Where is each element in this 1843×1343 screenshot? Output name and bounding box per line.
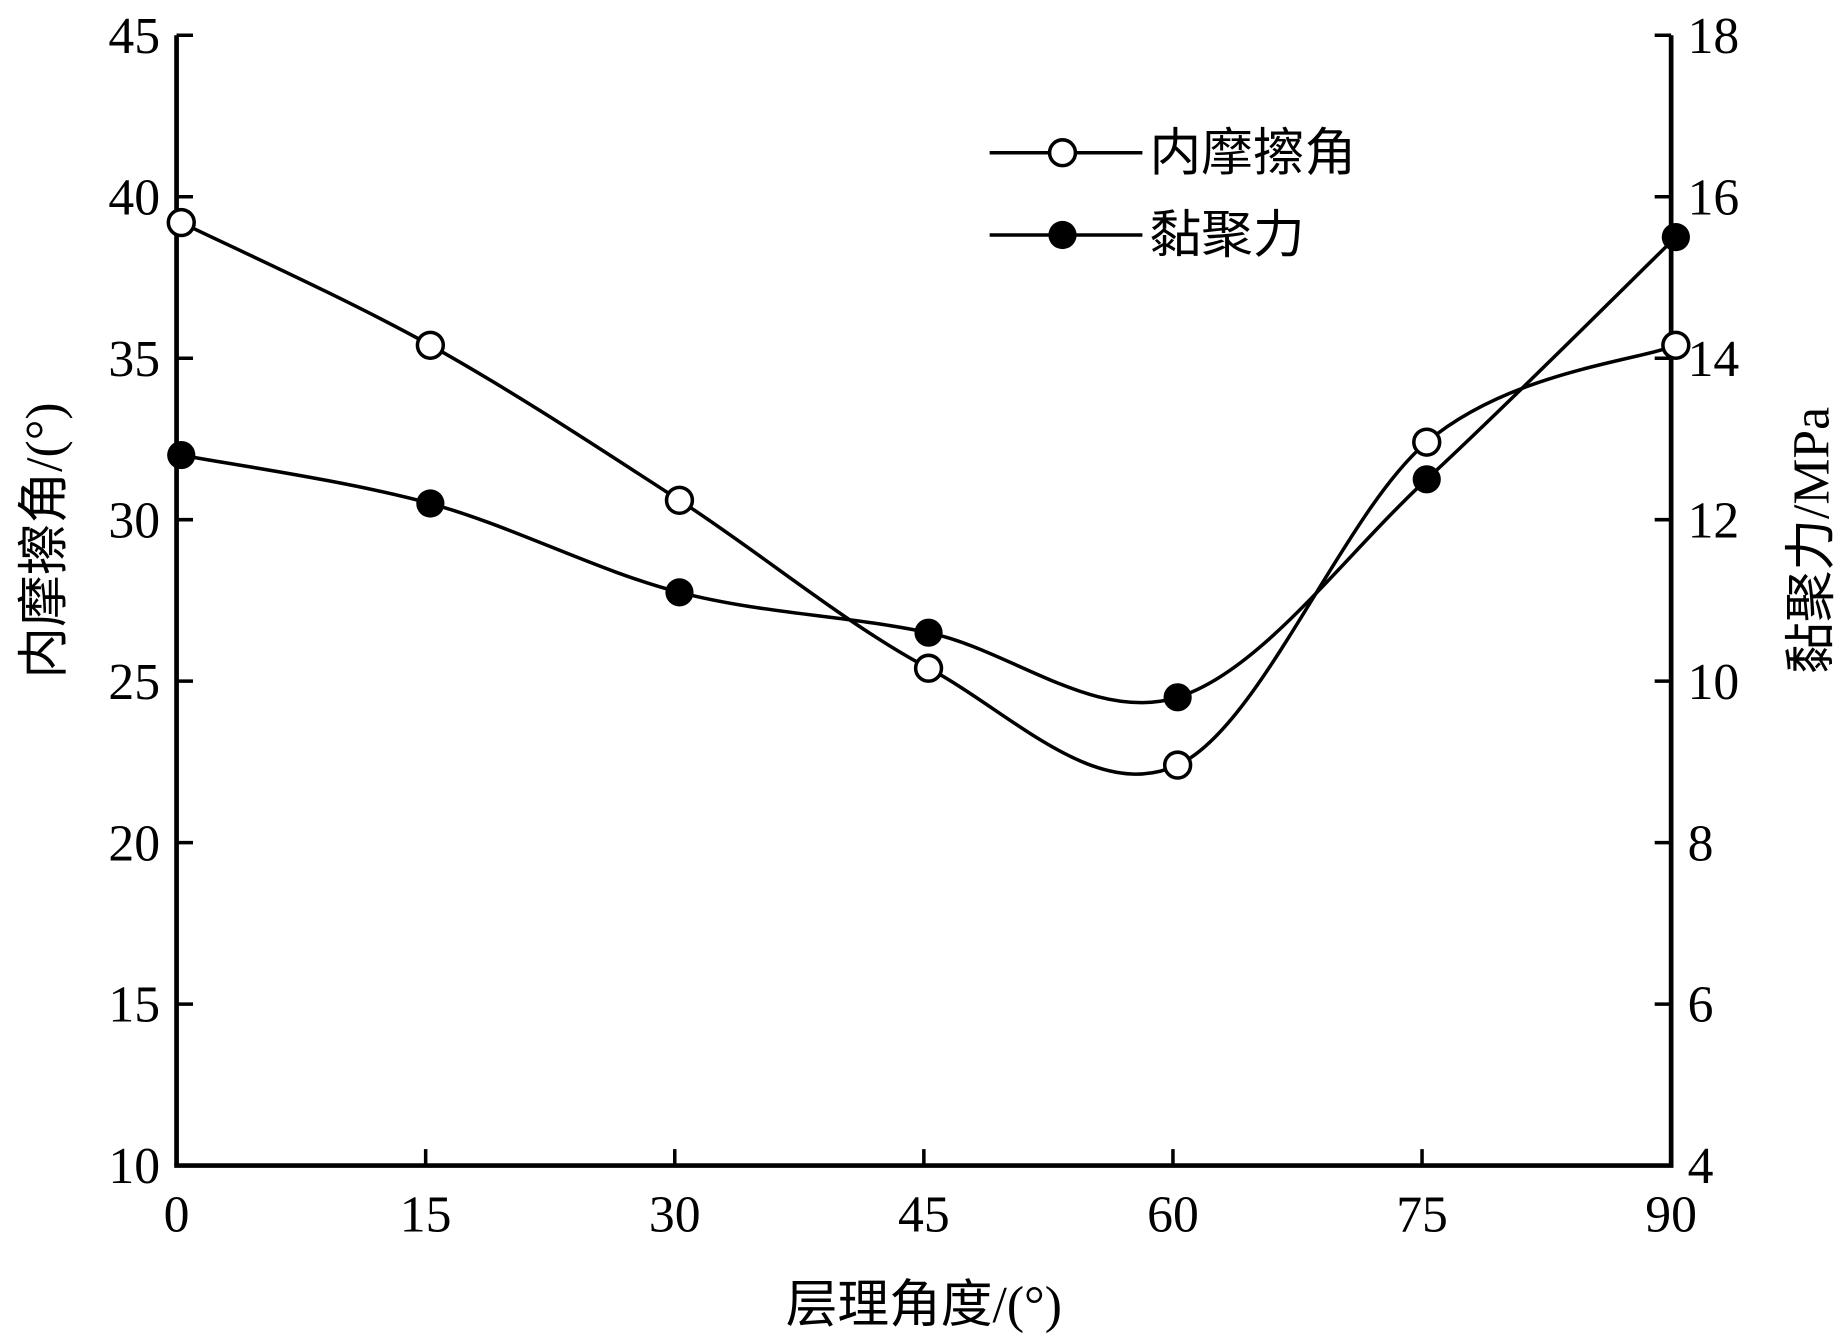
data-point-friction-angle	[415, 330, 446, 360]
y2-axis-label: 黏聚力/MPa	[1784, 407, 1841, 674]
y2-tick-label: 10	[1688, 654, 1740, 711]
x-tick-label: 15	[400, 1186, 452, 1243]
series-layer	[166, 207, 1691, 780]
legend-marker-filled-circle	[1048, 220, 1077, 250]
y-tick-label: 25	[108, 654, 160, 711]
y2-tick-label: 8	[1688, 815, 1714, 872]
y-axis-label: 内摩擦角/(°)	[16, 402, 73, 678]
y-tick-label: 30	[108, 492, 160, 549]
y-tick-label: 40	[108, 169, 160, 226]
y2-tick-label: 14	[1688, 331, 1740, 388]
y-tick-label: 20	[108, 815, 160, 872]
y2-tick-label: 4	[1688, 1138, 1714, 1195]
x-tick-label: 30	[649, 1186, 701, 1243]
x-tick-label: 45	[898, 1186, 950, 1243]
x-tick-label: 0	[164, 1186, 190, 1243]
y-tick-label: 10	[108, 1138, 160, 1195]
data-point-friction-angle	[166, 207, 196, 238]
data-point-cohesion	[1412, 465, 1441, 494]
y2-tick-label: 16	[1688, 169, 1740, 226]
data-point-cohesion	[416, 489, 445, 518]
x-tick-label: 90	[1645, 1186, 1697, 1243]
legend-marker-open-circle	[1047, 138, 1078, 168]
x-tick-label: 75	[1396, 1186, 1448, 1243]
legend: 内摩擦角 黏聚力	[989, 125, 1356, 265]
y-tick-label: 15	[108, 977, 160, 1034]
y2-tick-label: 12	[1688, 492, 1740, 549]
y-tick-label: 45	[108, 8, 160, 65]
legend-label-cohesion: 黏聚力	[1149, 208, 1304, 265]
y2-tick-label: 18	[1688, 8, 1740, 65]
data-point-friction-angle	[1412, 427, 1442, 457]
data-point-cohesion	[167, 440, 196, 470]
x-tick-label: 60	[1147, 1186, 1199, 1243]
y2-tick-label: 6	[1688, 977, 1714, 1034]
axes: 0 15 30 45 60 75 90 10 15 20 25 30 35 40 45 4 6 8 10 12 14 16…	[108, 8, 1739, 1244]
data-point-cohesion	[665, 578, 694, 607]
y-tick-label: 35	[108, 331, 160, 388]
x-axis-label: 层理角度/(°)	[786, 1277, 1062, 1334]
data-point-cohesion	[1163, 683, 1192, 712]
legend-label-friction: 内摩擦角	[1149, 125, 1356, 182]
data-point-friction-angle	[1661, 330, 1691, 360]
data-point-cohesion	[914, 618, 943, 647]
data-point-friction-angle	[1162, 750, 1193, 780]
data-point-friction-angle	[913, 653, 944, 683]
data-point-cohesion	[1661, 222, 1690, 252]
data-point-friction-angle	[664, 485, 695, 515]
